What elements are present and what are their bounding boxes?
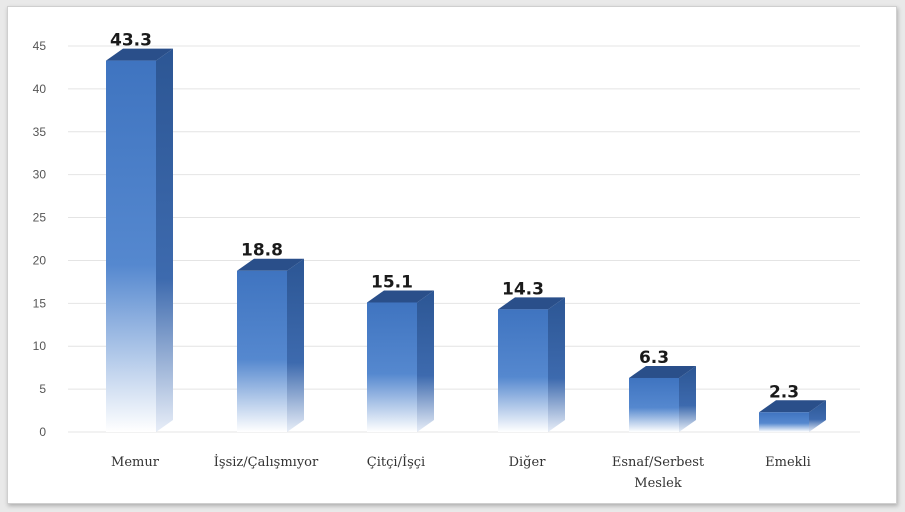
bar-top (759, 400, 826, 413)
bar-side (156, 48, 173, 433)
bar-6 (759, 400, 826, 432)
category-label: İşsiz/Çalışmıyor (214, 453, 319, 470)
category-label: Emekli (765, 455, 811, 470)
bar-side (287, 258, 304, 432)
category-label: Esnaf/Serbest Meslek (612, 455, 705, 491)
y-tick-label: 5 (39, 382, 46, 396)
x-axis-categories: Memur İşsiz/Çalışmıyor Çitçi/İşçi Diğer Esna… (111, 453, 811, 491)
bar-4 (498, 297, 565, 432)
y-tick-label: 40 (33, 82, 47, 96)
data-label: 15.1 (371, 272, 413, 292)
bar-top (498, 297, 565, 310)
category-label: Çitçi/İşçi (367, 453, 425, 470)
bar-side (809, 400, 826, 432)
y-tick-label: 45 (33, 39, 47, 53)
bar-3 (367, 290, 434, 432)
bar-5 (629, 365, 696, 432)
category-label: Diğer (509, 455, 547, 470)
data-label: 6.3 (639, 348, 669, 368)
data-label: 43.3 (110, 31, 152, 51)
data-label: 18.8 (241, 241, 283, 261)
gridlines (68, 45, 860, 433)
category-label: Memur (111, 455, 160, 470)
bar-front (629, 377, 679, 432)
bar-front (237, 270, 287, 432)
y-tick-label: 0 (39, 425, 46, 439)
y-tick-label: 20 (33, 253, 47, 267)
bar-side (548, 297, 565, 432)
data-label: 14.3 (502, 279, 544, 299)
bar-top (629, 365, 696, 378)
y-tick-label: 25 (33, 211, 47, 225)
bar-top (237, 258, 304, 271)
bar-front (498, 309, 548, 432)
y-tick-label: 15 (33, 296, 47, 310)
y-tick-label: 30 (33, 168, 47, 182)
bars (106, 48, 826, 433)
bar-1 (106, 48, 173, 433)
bar-front (759, 412, 809, 432)
data-label: 2.3 (769, 382, 799, 402)
bar-top (106, 48, 173, 61)
bar-2 (237, 258, 304, 432)
bar-side (679, 365, 696, 432)
bar-top (367, 290, 434, 303)
bar-front (106, 60, 156, 433)
y-tick-label: 10 (33, 339, 47, 353)
y-tick-label: 35 (33, 125, 47, 139)
bar-front (367, 302, 417, 432)
bar-side (417, 290, 434, 432)
y-axis-ticks: 0 5 10 15 20 25 30 35 40 45 (33, 39, 47, 439)
data-labels: 43.3 18.8 15.1 14.3 6.3 2.3 (110, 31, 799, 403)
